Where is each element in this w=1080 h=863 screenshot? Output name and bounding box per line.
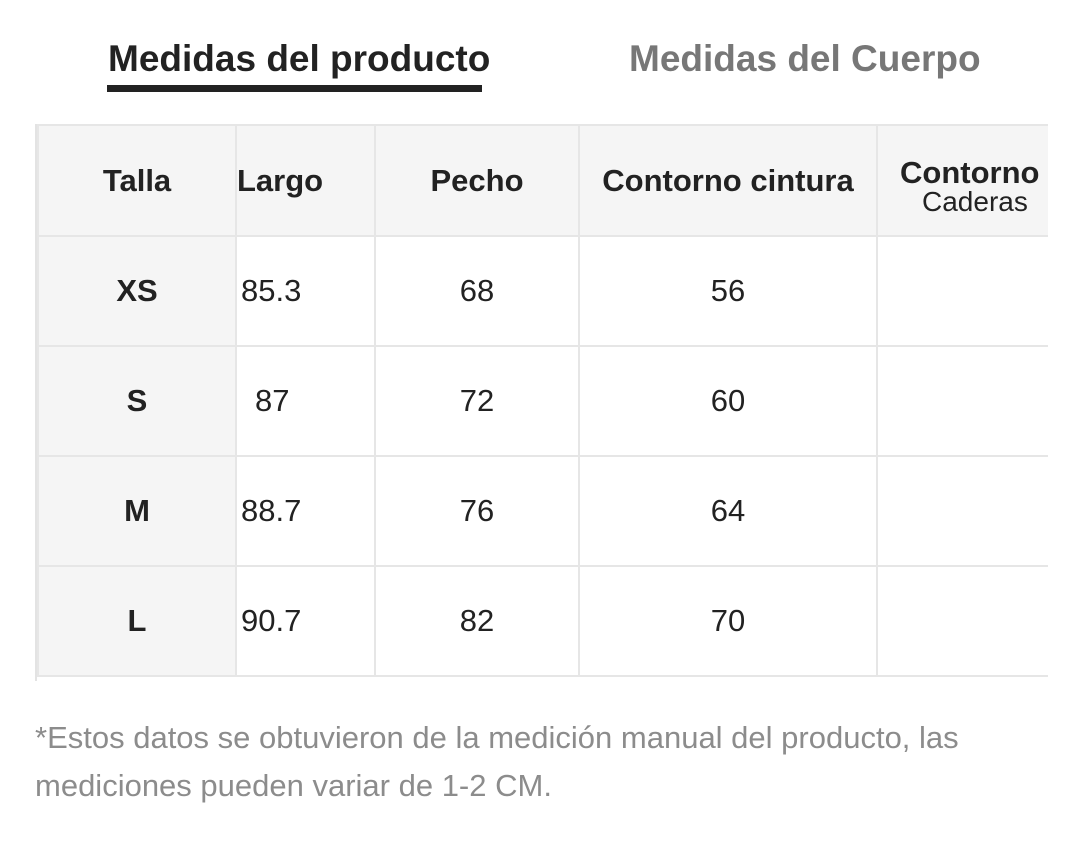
length-cell: 87 [235, 345, 376, 457]
table-row: S 87 72 60 82 [37, 345, 1048, 457]
waist-cell: 70 [578, 565, 878, 677]
length-cell: 88.7 [235, 455, 376, 567]
table-header-row: Talla Largo Pecho Contorno cintura Conto… [37, 124, 1048, 237]
waist-cell: 56 [578, 235, 878, 347]
tab-product-measurements[interactable]: Medidas del producto [108, 38, 491, 79]
header-hips-label: Contorno c [900, 154, 1048, 190]
measurement-disclaimer: *Estos datos se obtuvieron de la medició… [35, 720, 959, 803]
waist-cell: 60 [578, 345, 878, 457]
size-cell: S [37, 345, 237, 457]
size-cell: M [37, 455, 237, 567]
table-row: XS 85.3 68 56 78 [37, 235, 1048, 347]
header-chest: Pecho [374, 124, 580, 237]
table-row: M 88.7 76 64 86 [37, 455, 1048, 567]
header-size: Talla [37, 124, 237, 237]
header-hips: Contorno c Caderas [876, 124, 1048, 237]
hips-cell: 86 [876, 455, 1048, 567]
size-table: Talla Largo Pecho Contorno cintura Conto… [37, 124, 1048, 677]
header-length: Largo [235, 124, 376, 237]
waist-cell: 64 [578, 455, 878, 567]
chest-cell: 76 [374, 455, 580, 567]
length-cell: 90.7 [235, 565, 376, 677]
hips-cell: 82 [876, 345, 1048, 457]
tab-body-measurements[interactable]: Medidas del Cuerpo [629, 38, 981, 79]
chest-cell: 68 [374, 235, 580, 347]
hips-cell: 78 [876, 235, 1048, 347]
size-cell: L [37, 565, 237, 677]
length-cell: 85.3 [235, 235, 376, 347]
header-hips-sublabel: Caderas [922, 185, 1028, 217]
table-row: L 90.7 82 70 92 [37, 565, 1048, 677]
size-cell: XS [37, 235, 237, 347]
size-table-scroll-area[interactable]: Talla Largo Pecho Contorno cintura Conto… [35, 124, 1048, 681]
hips-cell: 92 [876, 565, 1048, 677]
chest-cell: 72 [374, 345, 580, 457]
chest-cell: 82 [374, 565, 580, 677]
active-tab-indicator [107, 85, 482, 92]
header-waist: Contorno cintura [578, 124, 878, 237]
